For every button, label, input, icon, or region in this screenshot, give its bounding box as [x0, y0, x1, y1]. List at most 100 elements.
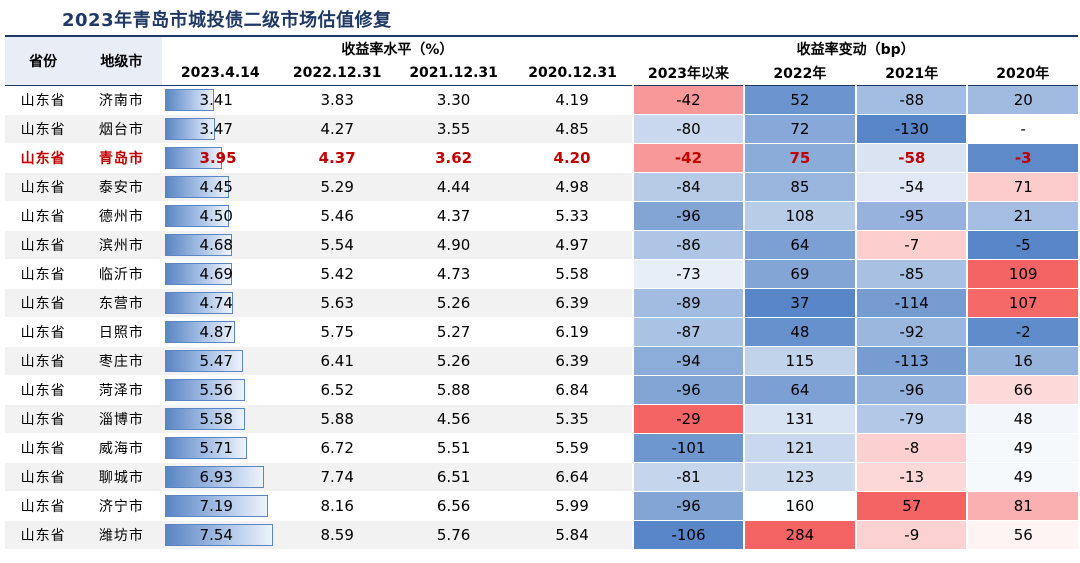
- header-city: 地级市: [81, 35, 162, 86]
- table-row: 山东省 济宁市 7.19 8.16 6.56 5.99 -96 160 57 81: [5, 491, 1078, 521]
- cell-yield-bar: 4.74: [161, 288, 279, 318]
- cell-change: -96: [855, 375, 968, 405]
- cell-yield-value: 4.50: [199, 207, 233, 225]
- table-row: 山东省 菏泽市 5.56 6.52 5.88 6.84 -96 64 -96 66: [5, 375, 1078, 405]
- cell-yield-bar: 7.54: [161, 520, 279, 550]
- cell-city: 日照市: [81, 317, 162, 347]
- cell-province: 山东省: [5, 201, 82, 231]
- cell-province: 山东省: [5, 462, 82, 492]
- cell-yield: 6.52: [278, 375, 396, 405]
- cell-yield: 5.29: [278, 172, 396, 202]
- cell-yield: 4.37: [278, 143, 396, 173]
- cell-yield-bar: 4.50: [161, 201, 279, 231]
- cell-change: -96: [632, 491, 744, 521]
- header-change-col: 2022年: [743, 61, 857, 86]
- cell-yield: 6.19: [511, 317, 634, 347]
- cell-change: 49: [966, 462, 1078, 492]
- table-row: 山东省 青岛市 3.95 4.37 3.62 4.20 -42 75 -58 -3: [5, 143, 1078, 173]
- cell-change: 57: [855, 491, 968, 521]
- cell-yield-value: 4.45: [199, 178, 233, 196]
- cell-change: -130: [855, 114, 968, 144]
- cell-change: 20: [966, 85, 1078, 115]
- cell-yield-bar: 4.45: [161, 172, 279, 202]
- cell-city: 威海市: [81, 433, 162, 463]
- cell-city: 济宁市: [81, 491, 162, 521]
- yield-databar: [164, 379, 245, 401]
- cell-yield: 5.35: [511, 404, 634, 434]
- cell-change: 121: [742, 433, 857, 463]
- cell-change: 109: [966, 259, 1078, 289]
- cell-yield: 4.44: [395, 172, 512, 202]
- cell-yield-value: 4.87: [199, 323, 233, 341]
- header-yield-col: 2021.12.31: [395, 61, 512, 86]
- table-row: 山东省 滨州市 4.68 5.54 4.90 4.97 -86 64 -7 -5: [5, 230, 1078, 260]
- cell-change: -80: [632, 114, 744, 144]
- cell-province: 山东省: [5, 259, 82, 289]
- cell-yield-bar: 3.41: [161, 85, 279, 115]
- table-row: 山东省 济南市 3.41 3.83 3.30 4.19 -42 52 -88 20: [5, 85, 1078, 115]
- cell-yield: 6.64: [511, 462, 634, 492]
- table-row: 山东省 日照市 4.87 5.75 5.27 6.19 -87 48 -92 -2: [5, 317, 1078, 347]
- cell-change: -5: [966, 230, 1078, 260]
- yield-databar: [164, 205, 229, 227]
- cell-change: -29: [632, 404, 744, 434]
- cell-yield-bar: 6.93: [161, 462, 279, 492]
- cell-province: 山东省: [5, 288, 82, 318]
- cell-change: 72: [742, 114, 857, 144]
- cell-city: 烟台市: [81, 114, 162, 144]
- cell-change: -89: [632, 288, 744, 318]
- header-change-group: 收益率变动（bp）: [633, 35, 1078, 61]
- cell-change: 16: [966, 346, 1078, 376]
- cell-change: 81: [966, 491, 1078, 521]
- cell-yield: 4.56: [395, 404, 512, 434]
- cell-change: -113: [855, 346, 968, 376]
- cell-change: -58: [855, 143, 968, 173]
- cell-change: 64: [742, 230, 857, 260]
- cell-change: 52: [742, 85, 857, 115]
- cell-yield: 4.27: [278, 114, 396, 144]
- cell-yield: 3.83: [278, 85, 396, 115]
- cell-change: 108: [742, 201, 857, 231]
- cell-yield-value: 3.41: [199, 91, 233, 109]
- table-row: 山东省 德州市 4.50 5.46 4.37 5.33 -96 108 -95 21: [5, 201, 1078, 231]
- cell-city: 菏泽市: [81, 375, 162, 405]
- cell-city: 青岛市: [81, 143, 162, 173]
- table-row: 山东省 泰安市 4.45 5.29 4.44 4.98 -84 85 -54 71: [5, 172, 1078, 202]
- cell-yield: 5.76: [395, 520, 512, 550]
- cell-change: -114: [855, 288, 968, 318]
- cell-change: 284: [742, 520, 857, 550]
- table-row: 山东省 淄博市 5.58 5.88 4.56 5.35 -29 131 -79 48: [5, 404, 1078, 434]
- cell-change: -3: [966, 143, 1078, 173]
- table-row: 山东省 潍坊市 7.54 8.59 5.76 5.84 -106 284 -9 56: [5, 520, 1078, 550]
- cell-change: -81: [632, 462, 744, 492]
- yield-databar: [164, 89, 214, 111]
- cell-yield: 4.85: [511, 114, 634, 144]
- cell-change: -101: [632, 433, 744, 463]
- header-change-col: 2023年以来: [633, 61, 744, 86]
- cell-change: -73: [632, 259, 744, 289]
- cell-yield: 6.56: [395, 491, 512, 521]
- cell-change: 131: [742, 404, 857, 434]
- cell-yield: 7.74: [278, 462, 396, 492]
- cell-province: 山东省: [5, 491, 82, 521]
- cell-yield-bar: 5.58: [161, 404, 279, 434]
- cell-yield: 6.72: [278, 433, 396, 463]
- table-row: 山东省 烟台市 3.47 4.27 3.55 4.85 -80 72 -130-: [5, 114, 1078, 144]
- cell-province: 山东省: [5, 317, 82, 347]
- cell-change: -96: [632, 375, 744, 405]
- cell-change: 48: [742, 317, 857, 347]
- cell-yield-bar: 5.71: [161, 433, 279, 463]
- cell-province: 山东省: [5, 230, 82, 260]
- cell-yield-value: 3.95: [199, 149, 237, 167]
- cell-yield: 5.33: [511, 201, 634, 231]
- cell-change: -79: [855, 404, 968, 434]
- cell-yield: 3.62: [395, 143, 512, 173]
- yield-databar: [164, 408, 245, 430]
- cell-yield-value: 4.69: [199, 265, 233, 283]
- cell-yield: 6.51: [395, 462, 512, 492]
- header-yield-col: 2022.12.31: [278, 61, 396, 86]
- table-body: 山东省 济南市 3.41 3.83 3.30 4.19 -42 52 -88 20 山东省 烟台市 3.…: [5, 85, 1078, 550]
- cell-change: 56: [966, 520, 1078, 550]
- cell-yield: 5.27: [395, 317, 512, 347]
- cell-change: -88: [855, 85, 968, 115]
